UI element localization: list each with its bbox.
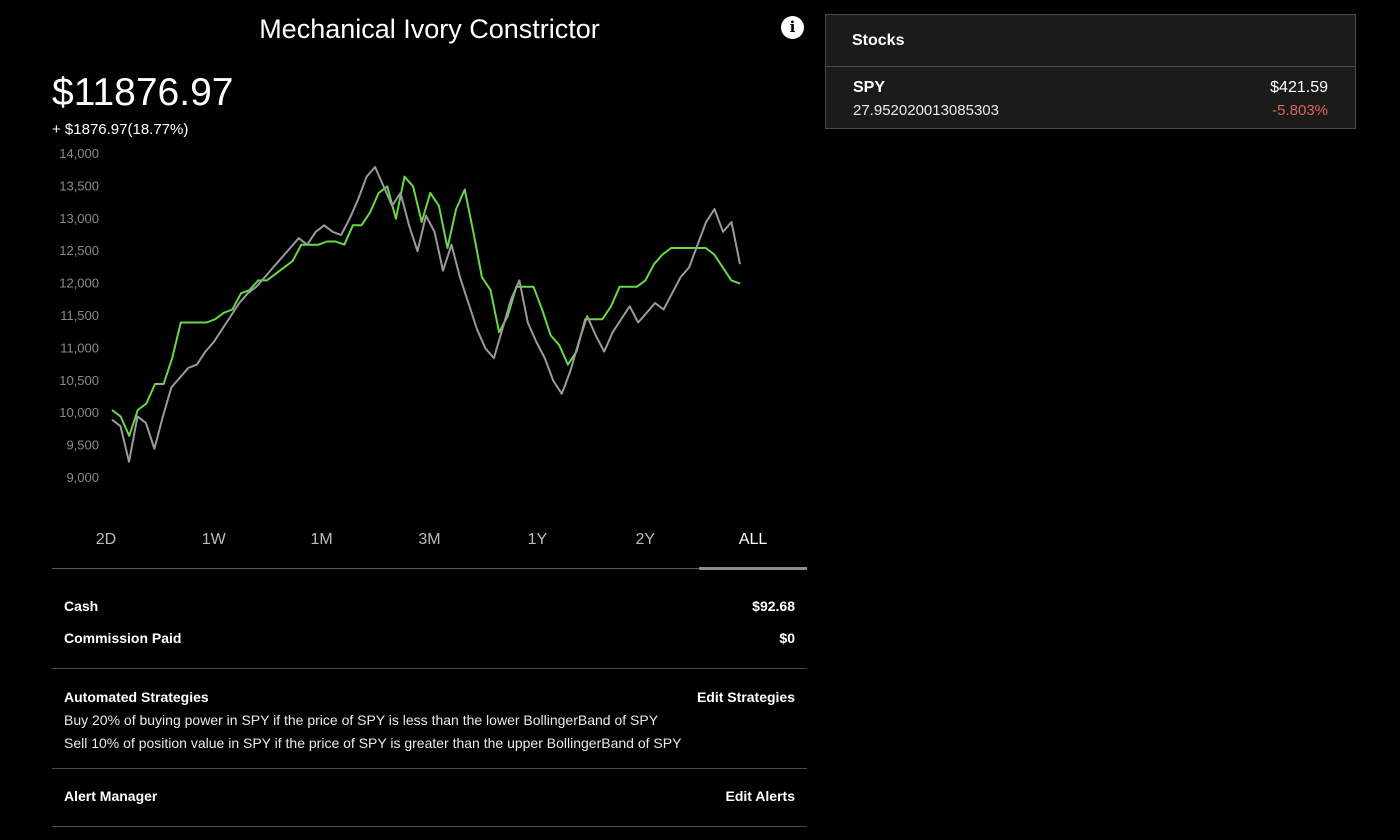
y-tick-label: 14,000 [59,146,99,161]
alerts-heading: Alert Manager [64,788,158,804]
y-tick-label: 12,000 [59,276,99,291]
y-tick-label: 10,500 [59,373,99,388]
portfolio-value: $11876.97 [52,71,234,114]
range-tab-2y[interactable]: 2Y [635,531,656,548]
strategies-heading: Automated Strategies [64,689,209,705]
range-tab-1m[interactable]: 1M [310,531,333,548]
commission-row: Commission Paid $0 [52,630,807,646]
edit-alerts-link[interactable]: Edit Alerts [725,788,796,804]
stocks-panel: Stocks SPY $421.59 27.952020013085303 -5… [825,14,1356,129]
series-line-0 [111,175,741,437]
cash-value: $92.68 [752,598,795,614]
stocks-heading: Stocks [826,15,1355,67]
portfolio-change: + $1876.97(18.77%) [52,121,189,138]
y-tick-label: 10,000 [59,405,99,420]
y-tick-label: 9,000 [66,470,99,485]
cash-label: Cash [64,598,99,614]
y-tick-label: 12,500 [59,243,99,258]
automated-strategies-section: Automated Strategies Edit Strategies Buy… [52,669,807,769]
stock-row-top: SPY $421.59 [853,79,1328,97]
stock-change-percent: -5.803% [1272,102,1328,119]
range-tab-1y[interactable]: 1Y [527,531,548,548]
range-tab-1w[interactable]: 1W [201,531,226,548]
cash-row: Cash $92.68 [52,598,807,614]
alerts-header: Alert Manager Edit Alerts [52,788,807,804]
stock-price: $421.59 [1270,79,1328,96]
commission-value: $0 [779,630,795,646]
portfolio-chart: 14,000 13,500 13,000 12,500 12,000 11,500 11,0… [59,146,741,485]
y-tick-label: 13,000 [59,211,99,226]
strategy-item: Sell 10% of position value in SPY if the… [64,735,682,751]
range-tab-all[interactable]: ALL [699,522,807,570]
series-line-1 [111,166,741,463]
stock-ticker: SPY [853,79,886,96]
stock-row-bottom: 27.952020013085303 -5.803% [853,97,1328,119]
y-tick-label: 11,000 [60,340,99,355]
account-summary: Cash $92.68 Commission Paid $0 [52,569,807,669]
edit-strategies-link[interactable]: Edit Strategies [696,689,795,705]
stock-row-spy[interactable]: SPY $421.59 27.952020013085303 -5.803% [826,67,1355,130]
portfolio-title: Mechanical Ivory Constrictor [259,14,600,44]
range-tab-2d[interactable]: 2D [95,531,117,548]
y-tick-label: 11,500 [60,308,99,323]
alert-manager-section: Alert Manager Edit Alerts [52,769,807,827]
strategies-header: Automated Strategies Edit Strategies [52,689,807,705]
range-tabs: 2D 1W 1M 3M 1Y 2Y ALL [52,522,807,570]
stock-shares: 27.952020013085303 [853,102,999,119]
info-icon: i [789,18,796,36]
y-tick-label: 9,500 [66,438,99,453]
commission-label: Commission Paid [64,630,182,646]
strategy-item: Buy 20% of buying power in SPY if the pr… [64,712,659,728]
info-button[interactable]: i [781,16,804,39]
y-tick-label: 13,500 [59,178,99,193]
range-tab-3m[interactable]: 3M [418,531,441,548]
